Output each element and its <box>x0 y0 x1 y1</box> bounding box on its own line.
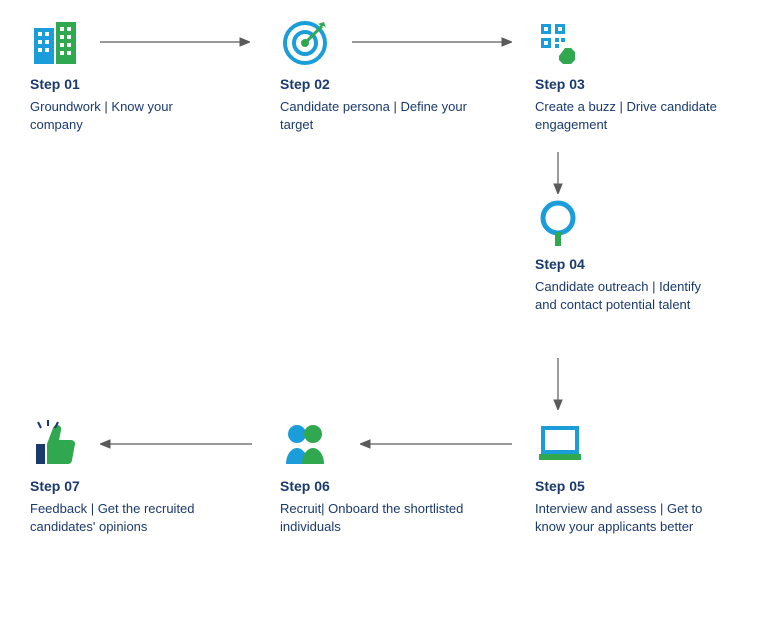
target-icon <box>280 18 330 68</box>
people-icon <box>280 420 330 470</box>
step-04: Step 04 Candidate outreach | Identify an… <box>535 198 725 313</box>
step-05: Step 05 Interview and assess | Get to kn… <box>535 420 725 535</box>
arrow-1-2 <box>100 36 250 48</box>
arrow-3-4 <box>552 152 564 194</box>
step-desc: Feedback | Get the recruited candidates'… <box>30 500 220 535</box>
step-title: Step 02 <box>280 76 470 92</box>
arrow-6-7 <box>100 438 252 450</box>
step-title: Step 06 <box>280 478 470 494</box>
arrow-2-3 <box>352 36 512 48</box>
step-title: Step 05 <box>535 478 725 494</box>
step-desc: Recruit| Onboard the shortlisted individ… <box>280 500 470 535</box>
step-desc: Groundwork | Know your company <box>30 98 220 133</box>
thumbs-up-icon <box>30 420 80 470</box>
step-desc: Create a buzz | Drive candidate engageme… <box>535 98 725 133</box>
step-title: Step 04 <box>535 256 725 272</box>
arrow-5-6 <box>360 438 512 450</box>
step-title: Step 01 <box>30 76 220 92</box>
step-desc: Candidate persona | Define your target <box>280 98 470 133</box>
step-title: Step 07 <box>30 478 220 494</box>
step-03: Step 03 Create a buzz | Drive candidate … <box>535 18 725 133</box>
buildings-icon <box>30 18 80 68</box>
step-title: Step 03 <box>535 76 725 92</box>
magnifier-icon <box>535 198 585 248</box>
step-desc: Interview and assess | Get to know your … <box>535 500 725 535</box>
step-desc: Candidate outreach | Identify and contac… <box>535 278 725 313</box>
qr-hand-icon <box>535 18 585 68</box>
arrow-4-5 <box>552 358 564 410</box>
laptop-icon <box>535 420 585 470</box>
